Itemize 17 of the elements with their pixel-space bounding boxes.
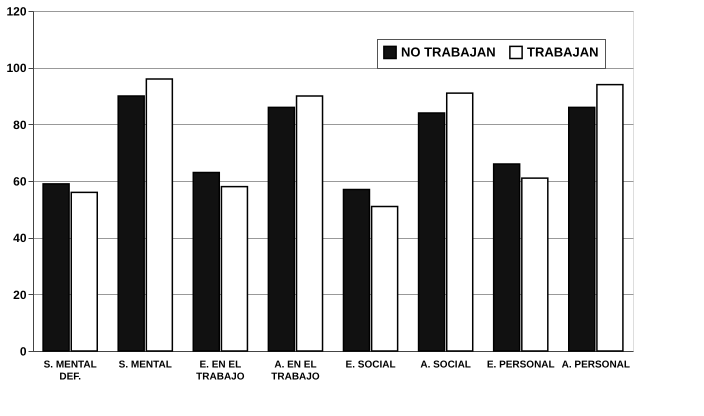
y-tick-label: 40 (13, 231, 27, 246)
y-tick-label: 100 (6, 61, 27, 76)
x-tick-label: A. PERSONAL (562, 360, 630, 370)
y-tick-label: 60 (13, 174, 27, 188)
y-tick-label: 20 (13, 288, 27, 302)
x-tick-label: S. MENTAL DEF. (44, 360, 97, 382)
y-tick-label: 80 (13, 118, 27, 132)
x-tick-label: E. EN EL TRABAJO (196, 360, 245, 382)
x-tick-label: A. SOCIAL (420, 360, 471, 370)
legend-label: TRABAJAN (527, 44, 598, 60)
y-tick-label: 120 (6, 4, 27, 18)
x-tick-label: S. MENTAL (118, 360, 172, 370)
x-tick-label: E. PERSONAL (486, 360, 555, 370)
x-tick-label: A. EN EL TRABAJO (271, 360, 320, 382)
y-tick-label: 0 (20, 344, 27, 358)
legend-label: NO TRABAJAN (401, 44, 496, 60)
x-tick-label: E. SOCIAL (346, 360, 396, 370)
